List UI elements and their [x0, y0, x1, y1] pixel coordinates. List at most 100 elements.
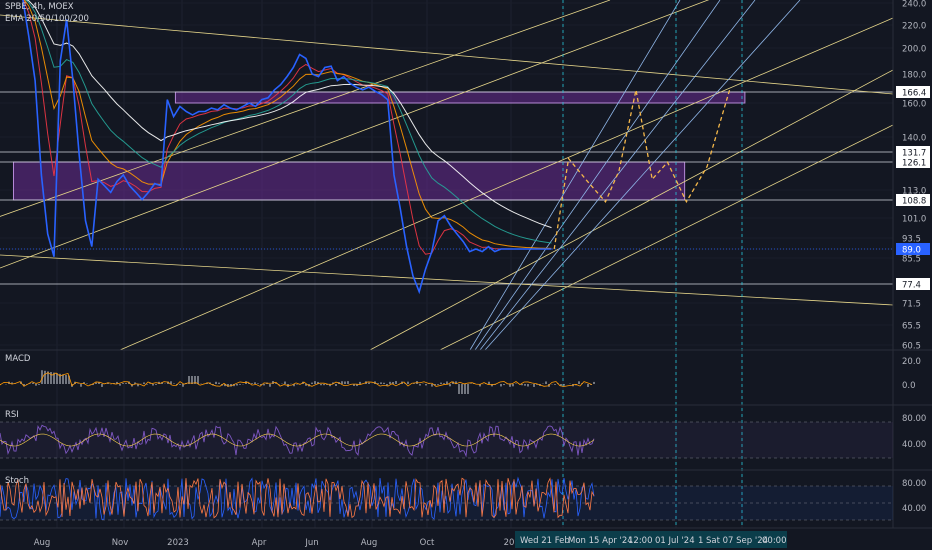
price-tick-label: 60.5 — [902, 342, 921, 352]
level-label: 166.4 — [902, 89, 926, 99]
price-tick-label: 71.5 — [902, 300, 921, 310]
price-tick-label: 113.0 — [902, 187, 926, 197]
price-tick-label: 65.5 — [902, 322, 921, 332]
macd-title: MACD — [5, 354, 31, 364]
macd-histogram-bar — [236, 384, 238, 386]
level-label: 126.1 — [902, 159, 926, 169]
trend-line — [369, 69, 894, 351]
macd-histogram-bar — [500, 384, 502, 387]
macd-histogram-bar — [461, 384, 463, 394]
cursor-date-label: 1 — [698, 536, 703, 546]
macd-histogram-bar — [446, 381, 448, 384]
time-axis-label: Apr — [252, 538, 267, 548]
cursor-date-label: Sat 07 Sep '24 — [706, 536, 768, 546]
macd-histogram-bar — [239, 384, 241, 385]
cursor-date-strip — [515, 531, 787, 548]
level-tag — [896, 86, 930, 98]
level-tag — [896, 146, 930, 158]
macd-histogram-bar — [392, 381, 394, 384]
macd-histogram-bar — [503, 384, 505, 386]
price-line — [22, 0, 552, 295]
macd-histogram-bar — [521, 384, 523, 386]
macd-histogram-bar — [377, 383, 379, 384]
macd-histogram-bar — [11, 382, 13, 384]
macd-histogram-bar — [386, 384, 388, 386]
macd-histogram-bar — [149, 383, 151, 384]
grid — [56, 0, 743, 528]
price-tick-label: 220.0 — [902, 22, 926, 32]
macd-histogram-bar — [467, 384, 469, 394]
time-axis-label: 20 — [504, 538, 515, 548]
macd-histogram-bar — [479, 384, 481, 387]
macd-histogram-bar — [332, 382, 334, 384]
trend-channel-lines — [0, 0, 894, 351]
trend-line — [439, 124, 894, 351]
macd-histogram-bar — [230, 384, 232, 387]
fan-line — [484, 0, 801, 351]
macd-histogram-bar — [23, 384, 25, 387]
macd-histogram-bar — [353, 384, 355, 386]
macd-histogram-bar — [152, 384, 154, 386]
ema100-line — [24, 0, 552, 244]
level-label: 131.7 — [902, 149, 926, 159]
macd-histogram-bar — [254, 382, 256, 384]
macd-histogram-bar — [173, 383, 175, 384]
macd-histogram-bar — [116, 381, 118, 384]
macd-histogram-bar — [554, 384, 556, 385]
projection-path — [553, 89, 731, 250]
macd-histogram-bar — [146, 384, 148, 385]
level-label: 77.4 — [902, 281, 921, 291]
macd-histogram-bar — [155, 384, 157, 385]
stoch-title: Stoch — [5, 476, 29, 486]
macd-histogram-bar — [515, 383, 517, 384]
macd-histogram-bar — [323, 384, 325, 386]
macd-histogram-bar — [335, 384, 337, 386]
macd-histogram-bar — [344, 381, 346, 384]
macd-histogram-bar — [437, 384, 439, 385]
macd-histogram-bar — [284, 381, 286, 384]
level-label: 108.8 — [902, 197, 926, 207]
macd-histogram-bar — [536, 384, 538, 385]
macd-histogram-bar — [359, 381, 361, 384]
stoch-axis-label: 40.00 — [902, 504, 926, 514]
macd-histogram-bar — [122, 383, 124, 384]
macd-histogram-bar — [407, 381, 409, 384]
rsi-title: RSI — [5, 410, 19, 420]
macd-histogram-bar — [269, 384, 271, 387]
macd-histogram-bar — [101, 384, 103, 387]
macd-histogram-bar — [593, 381, 595, 384]
macd-histogram-bar — [62, 374, 64, 384]
macd-histogram-bar — [248, 382, 250, 384]
macd-histogram-bar — [137, 384, 139, 387]
macd-histogram-bar — [356, 384, 358, 387]
level-tag — [896, 156, 930, 168]
macd-histogram-bar — [125, 383, 127, 384]
macd-histogram-bar — [83, 382, 85, 384]
rsi-axis-label: 40.00 — [902, 440, 926, 450]
symbol-title: SPBE, 4h, MOEX — [5, 2, 74, 12]
rsi-line — [0, 424, 595, 458]
ema-legend: EMA 20/50/100/200 — [5, 14, 89, 24]
current-price-tag — [896, 243, 930, 255]
macd-histogram-bar — [296, 384, 298, 385]
macd-histogram-bar — [380, 382, 382, 384]
macd-histogram-bar — [59, 373, 61, 384]
macd-histogram-bar — [182, 384, 184, 387]
fan-line — [474, 0, 721, 351]
macd-histogram-bar — [260, 384, 262, 386]
macd-histogram-bar — [458, 384, 460, 394]
macd-histogram-bar — [257, 383, 259, 384]
macd-histogram-bar — [404, 383, 406, 384]
cursor-date-label: Wed 21 Feb — [520, 536, 570, 546]
rsi-axis-label: 80.00 — [902, 414, 926, 424]
macd-histogram-bar — [455, 381, 457, 384]
macd-histogram-bar — [47, 371, 49, 384]
macd-axis-label: 20.0 — [902, 357, 921, 367]
macd-histogram-bar — [32, 382, 34, 384]
macd-histogram-bar — [347, 381, 349, 384]
macd-histogram-bar — [341, 381, 343, 384]
fan-line — [469, 0, 681, 351]
price-tick-label: 160.0 — [902, 100, 926, 110]
macd-histogram-bar — [179, 384, 181, 385]
